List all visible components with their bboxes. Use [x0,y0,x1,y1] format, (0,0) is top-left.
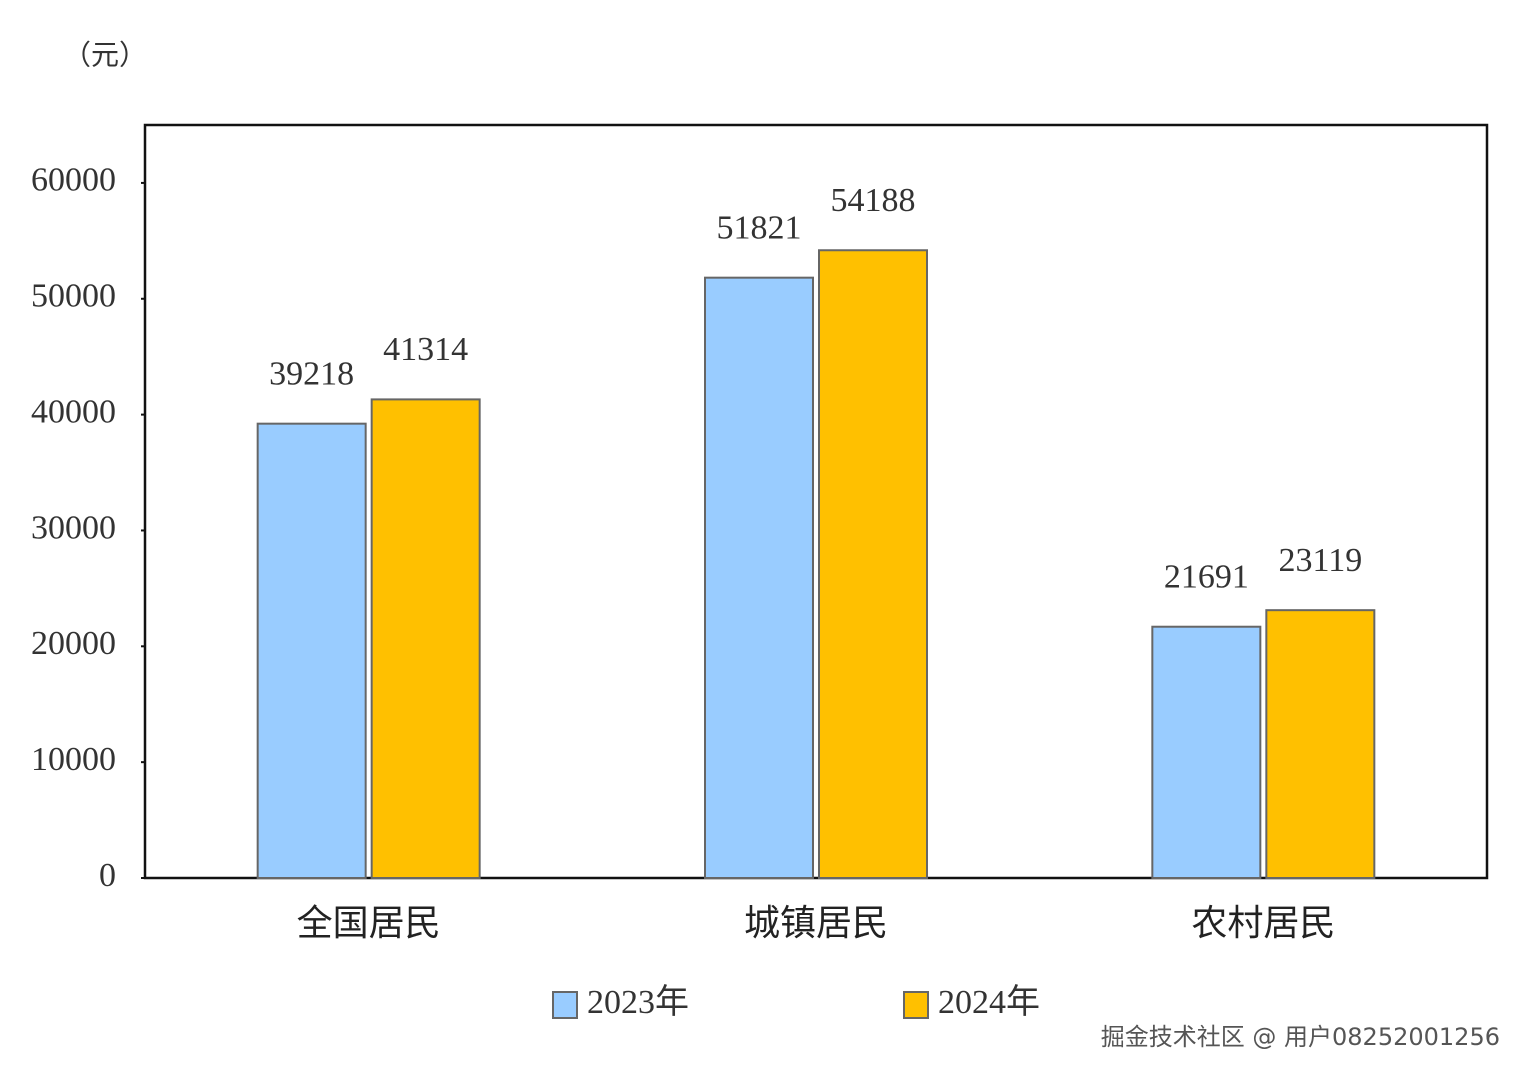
plot-frame [143,123,1489,880]
bar [1151,625,1262,879]
y-tick-label: 30000 [31,509,116,546]
y-tick-label: 20000 [31,625,116,662]
value-label: 51821 [717,209,802,246]
legend-label: 2023年 [587,983,689,1021]
value-label: 23119 [1278,542,1362,579]
legend-swatch [903,991,929,1019]
value-label: 54188 [831,182,916,219]
x-tick-label: 全国居民 [297,903,441,944]
bar [370,398,481,879]
y-tick-label: 0 [99,857,116,894]
x-tick-label: 城镇居民 [744,903,888,944]
legend-swatch [552,991,578,1019]
watermark: 掘金技术社区 @ 用户08252001256 [1101,1023,1500,1051]
y-tick-label: 60000 [31,162,116,199]
bar [818,249,928,879]
y-tick-label: 10000 [31,741,116,778]
x-tick-label: 农村居民 [1191,903,1335,944]
y-tick-label: 40000 [31,393,116,430]
value-label: 21691 [1164,559,1249,596]
value-label: 39218 [269,355,354,392]
bar [1265,609,1376,880]
value-label: 41314 [383,331,468,368]
bar [256,422,367,879]
bar [704,276,814,879]
y-tick-label: 50000 [31,278,116,315]
legend-label: 2024年 [938,983,1040,1021]
y-axis-label: （元） [63,39,147,71]
